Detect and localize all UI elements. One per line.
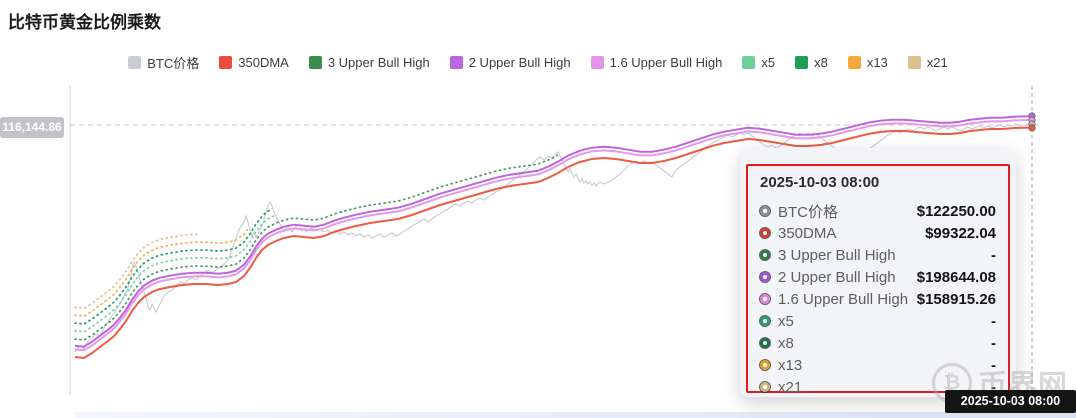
tooltip-series-value: $122250.00 (916, 202, 996, 220)
series-marker-icon (760, 228, 770, 238)
legend-color-chip (907, 56, 921, 69)
legend-item[interactable]: 350DMA (219, 55, 289, 70)
legend-color-chip (308, 56, 322, 69)
tooltip-series-label: BTC价格 (778, 203, 839, 221)
legend-item[interactable]: x5 (742, 55, 775, 70)
tooltip-series-label: x13 (778, 356, 803, 374)
legend-item[interactable]: x13 (847, 55, 888, 70)
tooltip-row: 1.6 Upper Bull High $158915.26 (760, 288, 996, 310)
tooltip-series-value: $158915.26 (916, 290, 996, 308)
legend-item[interactable]: 2 Upper Bull High (449, 55, 571, 70)
series-marker-icon (760, 250, 770, 260)
legend-item-label: x13 (866, 55, 888, 70)
legend-item[interactable]: x21 (907, 55, 948, 70)
page-title: 比特币黄金比例乘数 (8, 13, 161, 32)
series-marker-icon (760, 272, 770, 282)
tooltip-date: 2025-10-03 08:00 (760, 174, 880, 191)
series-marker-icon (760, 360, 770, 370)
tooltip-series-label: x5 (778, 312, 794, 330)
tooltip-row: x21 - (760, 376, 996, 398)
legend-color-chip (847, 56, 861, 69)
legend-item-label: BTC价格 (147, 56, 200, 71)
current-price-badge: 116,144.86 (0, 117, 64, 138)
tooltip-series-value: - (991, 246, 996, 264)
tooltip-series-value: $198644.08 (916, 268, 996, 286)
legend-color-chip (742, 56, 756, 69)
tooltip-series-label: x21 (778, 378, 803, 396)
tooltip-row: 350DMA $99322.04 (760, 222, 996, 244)
tooltip-series-label: 3 Upper Bull High (778, 246, 896, 264)
tooltip-series-value: - (991, 312, 996, 330)
legend-color-chip (219, 56, 233, 69)
crosshair-axis-badge: 2025-10-03 08:00 (945, 390, 1076, 413)
legend-item-label: x5 (761, 55, 776, 70)
tooltip-series-value: - (991, 334, 996, 352)
legend-item-label: 1.6 Upper Bull High (609, 55, 723, 70)
tooltip-series-value: - (991, 356, 996, 374)
tooltip-series-value: - (991, 378, 996, 396)
data-zoom-strip[interactable] (75, 412, 1076, 418)
tooltip-series-label: 1.6 Upper Bull High (778, 290, 909, 308)
tooltip-row: 2 Upper Bull High $198644.08 (760, 266, 996, 288)
legend-color-chip (795, 56, 809, 69)
legend-item-label: x8 (814, 55, 828, 70)
series-marker-icon (760, 382, 770, 392)
tooltip-row: 3 Upper Bull High - (760, 244, 996, 266)
legend-item-label: 350DMA (238, 55, 289, 70)
tooltip-series-label: x8 (778, 334, 794, 352)
tooltip-row: x8 - (760, 332, 996, 354)
legend-color-chip (128, 56, 142, 69)
tooltip: 2025-10-03 08:00 BTC价格 $122250.00 350DMA… (740, 148, 1016, 397)
legend-item[interactable]: x8 (795, 55, 828, 70)
tooltip-series-label: 350DMA (778, 224, 837, 242)
legend-item-label: 3 Upper Bull High (327, 55, 430, 70)
legend-item-label: x21 (926, 55, 948, 70)
tooltip-rows: BTC价格 $122250.00 350DMA $99322.04 3 Uppe… (760, 200, 996, 398)
series-marker-icon (760, 316, 770, 326)
tooltip-highlight-border: 2025-10-03 08:00 BTC价格 $122250.00 350DMA… (746, 164, 1010, 396)
legend-item[interactable]: BTC价格 (128, 53, 199, 72)
legend-color-chip (449, 56, 463, 69)
tooltip-row: BTC价格 $122250.00 (760, 200, 996, 222)
series-marker-icon (760, 338, 770, 348)
tooltip-row: x13 - (760, 354, 996, 376)
legend-item[interactable]: 3 Upper Bull High (308, 55, 430, 70)
legend-color-chip (590, 56, 604, 69)
chart-legend: BTC价格 350DMA 3 Upper Bull High 2 Upper B… (0, 53, 1076, 72)
tooltip-row: x5 - (760, 310, 996, 332)
series-marker-icon (760, 206, 770, 216)
series-marker-icon (760, 294, 770, 304)
legend-item[interactable]: 1.6 Upper Bull High (590, 55, 723, 70)
legend-item-label: 2 Upper Bull High (468, 55, 571, 70)
tooltip-series-value: $99322.04 (925, 224, 996, 242)
tooltip-series-label: 2 Upper Bull High (778, 268, 896, 286)
crosshair-dot-350dma (1028, 124, 1036, 132)
